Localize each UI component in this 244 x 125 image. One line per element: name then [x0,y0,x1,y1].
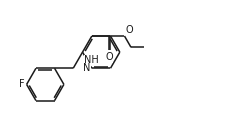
Text: N: N [83,63,90,73]
Text: F: F [19,79,25,89]
Text: NH: NH [84,55,99,65]
Text: O: O [126,25,133,35]
Text: O: O [105,52,113,62]
